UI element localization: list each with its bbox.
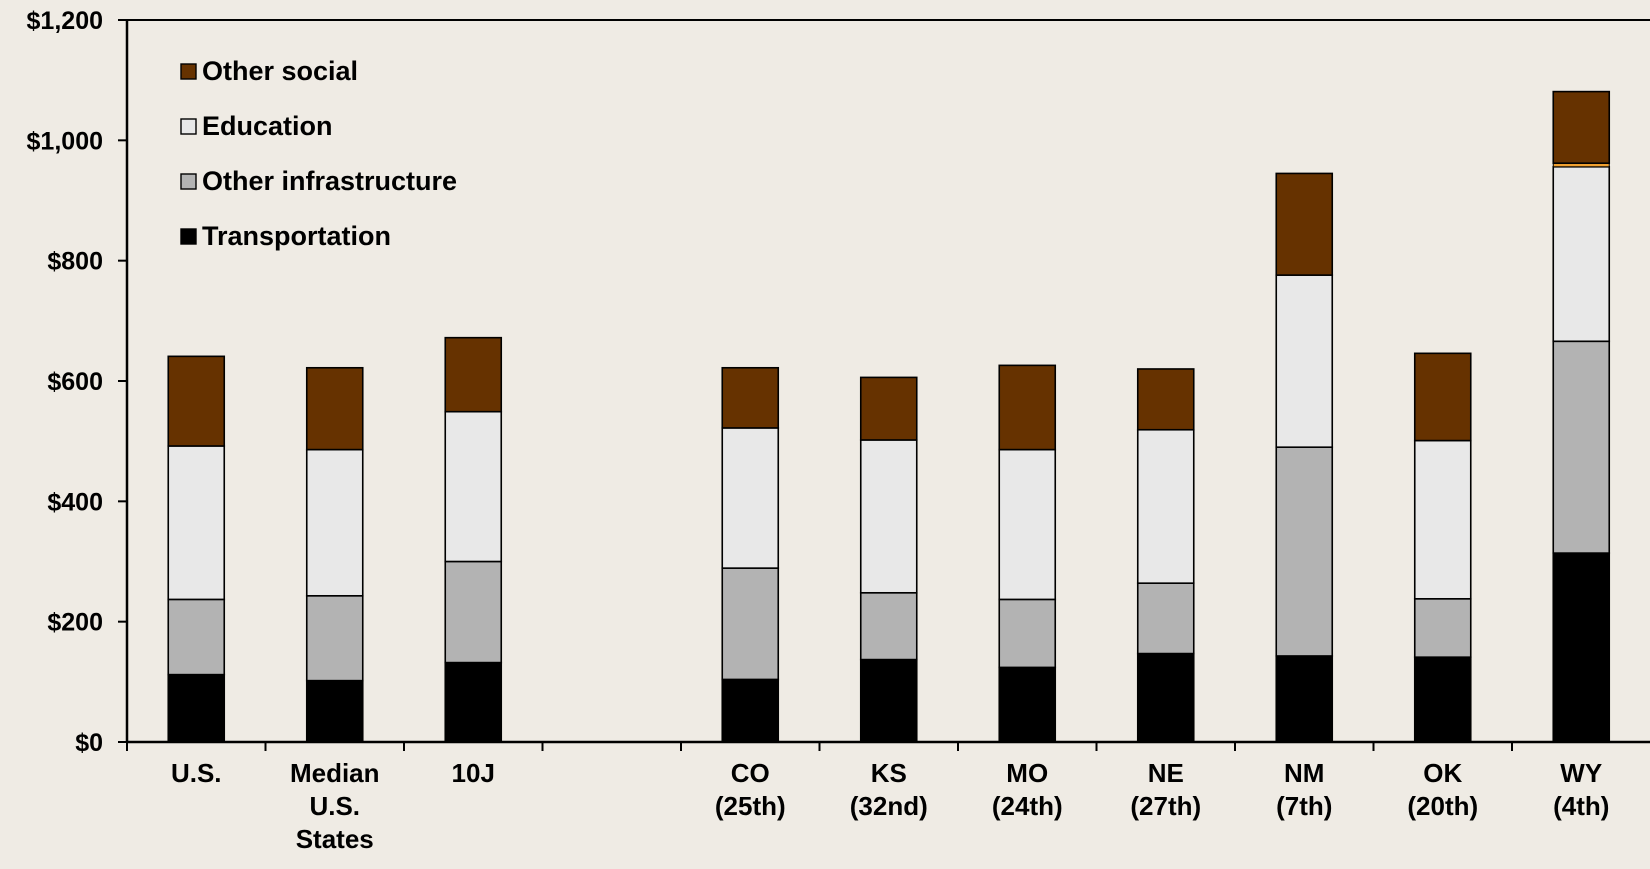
bar-segment-transportation	[444, 661, 503, 743]
x-tick-label: (27th)	[1130, 791, 1201, 821]
bar-segment-other-social	[1552, 90, 1611, 164]
x-tick-label: U.S.	[309, 791, 360, 821]
bar-segment-other-social	[1136, 368, 1195, 431]
bar-segment-other-infrastructure	[1136, 582, 1195, 655]
bar-segment-other-social	[167, 355, 226, 447]
bar-segment-transportation	[721, 678, 780, 743]
bar-segment-other-infrastructure	[167, 598, 226, 676]
bar-segment-education	[1136, 428, 1195, 584]
x-tick-label: CO	[731, 758, 770, 788]
y-tick-label: $0	[75, 729, 103, 757]
bar-segment-other-social	[1413, 352, 1472, 442]
legend-label: Other infrastructure	[202, 166, 457, 196]
x-tick-label: (7th)	[1276, 791, 1332, 821]
x-tick-label: States	[296, 824, 374, 854]
bar-segment-other-infrastructure	[859, 591, 918, 661]
bar-segment-transportation	[1275, 655, 1334, 743]
legend-swatch	[180, 118, 197, 135]
legend-swatch	[180, 173, 197, 190]
bar-segment-other-social	[444, 336, 503, 413]
x-tick-label: (20th)	[1407, 791, 1478, 821]
bar-segment-education	[305, 448, 364, 597]
y-tick-label: $600	[47, 368, 103, 396]
y-tick-label: $1,200	[27, 7, 103, 35]
x-tick-label: Median	[290, 758, 380, 788]
legend-swatch	[180, 228, 197, 245]
bars	[167, 90, 1611, 743]
bar-segment-education	[1413, 439, 1472, 600]
bar-segment-other-social	[859, 376, 918, 441]
legend-label: Transportation	[202, 221, 391, 251]
x-tick-label: (32nd)	[850, 791, 928, 821]
x-tick-label: (4th)	[1553, 791, 1609, 821]
bar-segment-other-infrastructure	[444, 560, 503, 664]
x-tick-label: MO	[1006, 758, 1048, 788]
x-tick-label: NE	[1148, 758, 1184, 788]
x-tick-label: 10J	[452, 758, 495, 788]
bar-segment-transportation	[167, 673, 226, 743]
x-tick-label: OK	[1423, 758, 1462, 788]
bar-segment-other-social	[1275, 172, 1334, 276]
bar-segment-education	[998, 448, 1057, 601]
y-tick-label: $400	[47, 488, 103, 516]
bar-segment-education	[721, 427, 780, 569]
bar-segment-education	[444, 410, 503, 563]
x-tick-label: (24th)	[992, 791, 1063, 821]
bar-segment-transportation	[1136, 652, 1195, 743]
x-tick-label: WY	[1560, 758, 1602, 788]
bar-segment-other-infrastructure	[1552, 340, 1611, 554]
bar-segment-education	[1275, 274, 1334, 448]
legend: Other social Education Other infrastructur…	[180, 56, 457, 251]
bar-segment-other-social	[305, 366, 364, 451]
x-tick-label: U.S.	[171, 758, 222, 788]
bar-segment-transportation	[1552, 552, 1611, 743]
bar-segment-other-infrastructure	[305, 594, 364, 682]
bar-segment-transportation	[305, 679, 364, 743]
x-tick-label: (25th)	[715, 791, 786, 821]
bar-segment-other-social	[998, 364, 1057, 451]
legend-swatch	[180, 63, 197, 80]
bar-segment-other-social	[721, 366, 780, 429]
bar-segment-transportation	[998, 666, 1057, 743]
bar-segment-other-infrastructure	[1413, 598, 1472, 658]
bar-segment-transportation	[859, 658, 918, 743]
legend-label: Other social	[202, 56, 358, 86]
bar-segment-education	[167, 445, 226, 601]
bar-segment-transportation	[1413, 656, 1472, 743]
bar-segment-education	[859, 439, 918, 594]
x-tick-label: KS	[871, 758, 907, 788]
y-tick-label: $1,000	[27, 127, 103, 155]
bar-segment-other-infrastructure	[998, 598, 1057, 669]
legend-label: Education	[202, 111, 333, 141]
y-tick-label: $200	[47, 609, 103, 637]
x-tick-label: NM	[1284, 758, 1324, 788]
bar-segment-education	[1552, 166, 1611, 343]
bar-segment-other-infrastructure	[1275, 446, 1334, 657]
bar-segment-other-infrastructure	[721, 567, 780, 681]
y-tick-label: $800	[47, 248, 103, 276]
